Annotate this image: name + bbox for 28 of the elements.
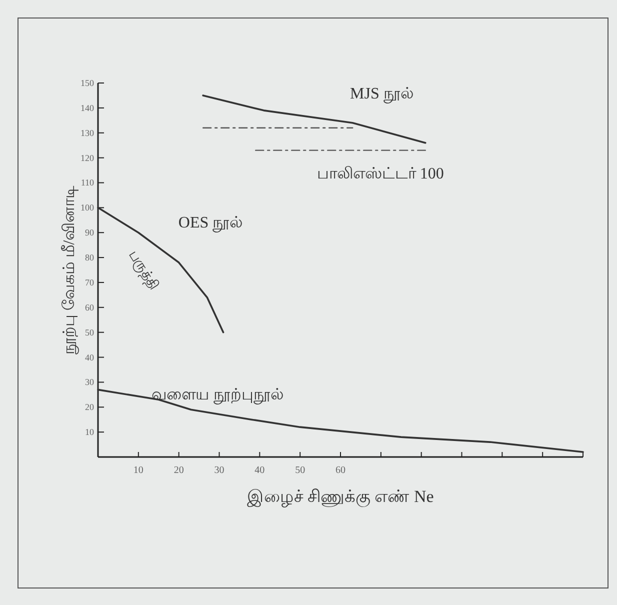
series-label: MJS நூல் xyxy=(350,85,414,104)
series-label: OES நூல் xyxy=(178,214,243,233)
line-series xyxy=(97,388,584,453)
x-tick-label: 60 xyxy=(336,465,346,476)
y-axis-title: நூற்பு வேகம் மீ/வினாடி xyxy=(61,185,79,355)
series-label: பாலிஎஸ்ட்டர் 100 xyxy=(316,165,444,182)
series-label: வளைய நூற்புநூல் xyxy=(152,386,284,405)
y-tick-label: 80 xyxy=(85,252,94,263)
x-tick-label: 10 xyxy=(133,465,144,476)
y-tick-label: 150 xyxy=(80,78,94,88)
y-tick-label: 50 xyxy=(85,327,94,338)
y-tick-label: 40 xyxy=(85,352,94,362)
y-tick-label: 110 xyxy=(80,178,94,188)
x-tick-label: 50 xyxy=(295,465,306,476)
y-tick-label: 130 xyxy=(80,128,94,138)
y-tick-label: 90 xyxy=(85,228,94,238)
x-tick-label: 20 xyxy=(174,465,184,476)
x-tick-label: 40 xyxy=(254,465,265,476)
y-tick-label: 10 xyxy=(85,427,94,438)
x-axis-title: இழைச் சிணுக்கு எண் Ne xyxy=(247,487,434,507)
y-tick-label: 70 xyxy=(85,277,94,288)
y-tick-label: 30 xyxy=(85,377,94,388)
y-tick-label: 140 xyxy=(80,102,94,113)
x-tick-label: 30 xyxy=(214,465,224,476)
y-tick-label: 100 xyxy=(80,202,94,213)
y-tick-label: 60 xyxy=(85,302,94,312)
y-tick-label: 120 xyxy=(80,152,94,163)
y-tick-label: 20 xyxy=(85,402,94,412)
